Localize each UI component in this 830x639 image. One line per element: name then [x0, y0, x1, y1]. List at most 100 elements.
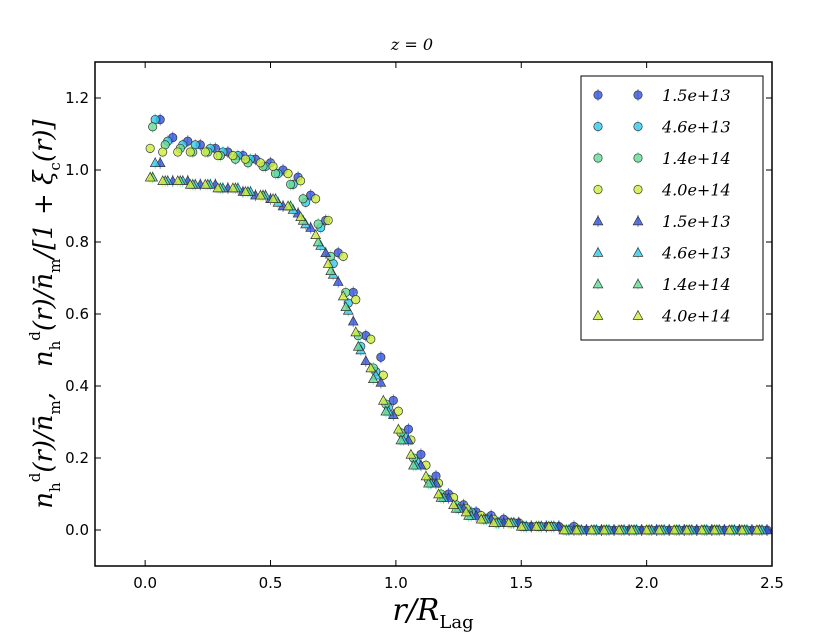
y-tick-label: 1.2 — [65, 89, 89, 107]
data-point — [405, 448, 417, 459]
axis-ticks: 0.0 0.5 1.0 1.5 2.0 2.5 0.0 0.2 0.4 0.6 0.8 1.0 1.2 — [65, 62, 784, 592]
legend-marker — [592, 215, 604, 226]
legend-label: 1.5e+13 — [662, 86, 731, 105]
data-point — [200, 147, 210, 157]
data-point — [571, 524, 582, 535]
legend-marker — [632, 278, 644, 289]
data-point — [184, 178, 196, 189]
data-point — [736, 524, 748, 535]
data-point — [408, 459, 419, 470]
data-point — [286, 179, 296, 189]
data-point — [420, 470, 432, 481]
svg-text:nhd(r)/n̄m, nhd(r)/n̄m/[1 +: nhd(r)/n̄m, nhd(r)/n̄m/[1 + ξc(r)] — [26, 118, 64, 508]
data-point — [213, 151, 223, 161]
data-point — [543, 520, 555, 531]
data-point — [668, 524, 680, 535]
data-point — [310, 229, 322, 239]
data-point — [515, 520, 527, 531]
legend-marker — [632, 246, 644, 257]
x-axis-label: r/RLag — [392, 593, 473, 633]
legend-entry: 1.5e+13 — [593, 86, 731, 105]
data-point — [530, 520, 542, 531]
data-point — [488, 517, 500, 527]
data-point — [332, 276, 344, 286]
legend-marker — [633, 90, 643, 100]
x-tick-label: 0.0 — [133, 574, 157, 592]
legend-entry: 4.0e+14 — [592, 307, 731, 326]
data-point — [337, 290, 349, 301]
data-point — [145, 143, 155, 153]
data-point — [751, 524, 763, 535]
data-point — [351, 295, 361, 305]
data-point — [255, 189, 266, 200]
data-point — [696, 524, 708, 535]
legend-marker — [633, 121, 643, 132]
data-point — [240, 154, 250, 164]
data-point — [340, 301, 352, 311]
data-point — [322, 258, 334, 268]
legend-entry: 1.5e+13 — [592, 212, 731, 231]
data-point — [367, 373, 379, 383]
data-point — [416, 449, 426, 459]
legend-marker — [593, 90, 603, 100]
data-point — [723, 524, 735, 535]
data-point — [267, 193, 279, 203]
data-point — [313, 219, 323, 229]
data-point — [347, 315, 359, 326]
y-tick-label: 0.4 — [65, 377, 89, 395]
data-point — [460, 506, 472, 517]
chart-title: z = 0 — [390, 35, 433, 54]
data-point — [255, 158, 266, 168]
y-tick-label: 0.6 — [65, 305, 89, 323]
legend: 1.5e+13 4.6e+13 1.4e+14 4.0e+14 1.5e+13 4.6e+… — [580, 75, 764, 341]
data-point — [360, 355, 372, 365]
data-point — [433, 488, 444, 499]
plot-frame — [94, 61, 773, 567]
data-point — [157, 175, 169, 185]
legend-marker — [593, 184, 603, 195]
legend-box — [580, 75, 764, 341]
data-point — [708, 524, 720, 535]
data-point — [475, 513, 487, 524]
data-point — [586, 524, 597, 535]
legend-marker — [592, 278, 604, 289]
data-point — [681, 524, 693, 535]
data-point — [613, 524, 625, 535]
data-point — [282, 200, 294, 211]
legend-label: 4.6e+13 — [661, 118, 731, 137]
x-tick-label: 2.0 — [635, 574, 659, 592]
x-tick-label: 1.5 — [509, 574, 533, 592]
data-point — [388, 395, 398, 405]
legend-label: 4.0e+14 — [661, 181, 731, 200]
data-point — [212, 182, 224, 193]
x-tick-label: 2.5 — [760, 574, 784, 592]
data-point — [325, 265, 337, 275]
series-7 — [144, 171, 763, 536]
legend-marker — [633, 184, 643, 195]
data-point — [312, 236, 324, 247]
legend-label: 4.0e+14 — [661, 307, 731, 326]
data-point — [626, 524, 637, 535]
data-point — [558, 524, 570, 535]
data-points — [144, 113, 773, 536]
data-point — [338, 251, 348, 261]
data-point — [375, 376, 387, 387]
data-point — [350, 326, 362, 337]
data-point — [172, 175, 184, 185]
legend-marker — [593, 153, 603, 163]
legend-entry: 1.4e+14 — [592, 275, 731, 294]
data-point — [295, 211, 307, 221]
legend-entry: 4.6e+13 — [592, 244, 731, 263]
data-point — [199, 178, 211, 189]
data-point — [393, 423, 404, 434]
y-tick-label: 1.0 — [65, 161, 89, 179]
legend-label: 4.6e+13 — [661, 244, 731, 263]
legend-marker — [592, 246, 604, 257]
data-point — [298, 194, 308, 204]
legend-marker — [593, 121, 603, 132]
data-point — [380, 405, 392, 416]
legend-marker — [592, 309, 604, 320]
data-point — [311, 194, 321, 204]
data-point — [158, 147, 168, 157]
